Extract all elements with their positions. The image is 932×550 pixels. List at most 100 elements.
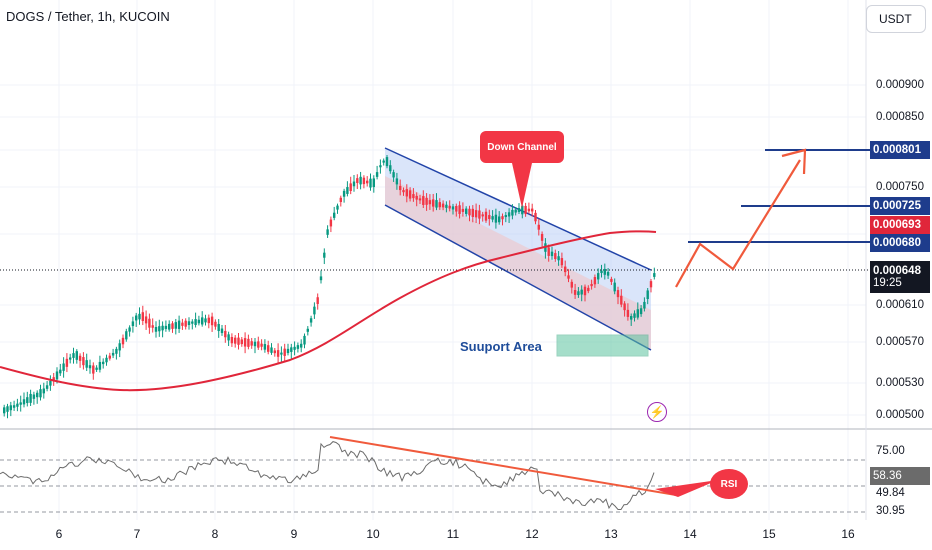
candle[interactable] (610, 278, 613, 282)
candle[interactable] (6, 406, 9, 412)
candle[interactable] (451, 206, 455, 210)
candle[interactable] (177, 320, 181, 329)
candle[interactable] (303, 335, 306, 345)
candle[interactable] (214, 321, 217, 327)
candle[interactable] (623, 303, 626, 311)
candle[interactable] (620, 295, 623, 305)
candle[interactable] (435, 200, 438, 208)
candle[interactable] (72, 353, 75, 358)
candle[interactable] (418, 198, 422, 201)
candle[interactable] (649, 281, 653, 288)
candle[interactable] (570, 281, 573, 288)
candle[interactable] (237, 337, 240, 345)
candle[interactable] (164, 325, 168, 329)
candle[interactable] (484, 211, 488, 221)
candle[interactable] (474, 210, 478, 218)
candle[interactable] (191, 321, 194, 324)
candle[interactable] (606, 271, 610, 276)
candle[interactable] (22, 399, 26, 405)
candle[interactable] (349, 183, 352, 191)
candle[interactable] (98, 361, 102, 370)
candle[interactable] (220, 328, 224, 334)
candle[interactable] (382, 160, 385, 163)
candle[interactable] (45, 385, 49, 389)
candle[interactable] (273, 350, 276, 354)
candle[interactable] (154, 327, 158, 332)
candle[interactable] (39, 389, 42, 398)
candle[interactable] (521, 205, 524, 215)
rsi-line[interactable] (0, 441, 655, 510)
candle[interactable] (537, 224, 540, 230)
candle[interactable] (293, 346, 296, 350)
candle[interactable] (375, 172, 379, 177)
candle[interactable] (395, 178, 399, 185)
candle[interactable] (105, 357, 108, 363)
candle[interactable] (171, 323, 174, 329)
candle[interactable] (428, 200, 432, 205)
candle[interactable] (82, 357, 85, 366)
candle[interactable] (600, 270, 603, 274)
candle[interactable] (339, 197, 342, 203)
candle[interactable] (250, 341, 253, 346)
candle[interactable] (587, 287, 590, 292)
candle[interactable] (603, 268, 606, 275)
candle[interactable] (366, 180, 369, 184)
candle[interactable] (300, 343, 303, 348)
candle[interactable] (128, 327, 131, 332)
candle[interactable] (36, 392, 39, 398)
candle[interactable] (593, 277, 597, 285)
candle[interactable] (118, 343, 121, 351)
candle[interactable] (313, 306, 316, 315)
candle[interactable] (478, 210, 481, 219)
candle[interactable] (306, 328, 309, 332)
candle[interactable] (207, 317, 210, 324)
candle[interactable] (230, 336, 234, 344)
candle[interactable] (415, 195, 418, 200)
candle[interactable] (488, 215, 491, 220)
candle[interactable] (448, 205, 451, 209)
candle[interactable] (402, 190, 405, 193)
candle[interactable] (42, 388, 45, 394)
candle[interactable] (590, 283, 593, 287)
candle[interactable] (181, 322, 184, 326)
candle[interactable] (438, 202, 441, 208)
candle[interactable] (613, 282, 616, 292)
candle[interactable] (217, 323, 220, 332)
candle[interactable] (560, 258, 564, 266)
candle[interactable] (583, 286, 587, 296)
candle[interactable] (141, 312, 144, 321)
candle[interactable] (283, 348, 286, 356)
candle[interactable] (352, 181, 356, 187)
candle[interactable] (161, 325, 164, 331)
candle[interactable] (554, 253, 557, 260)
channel-lower-line[interactable] (384, 204, 652, 351)
candle[interactable] (224, 330, 227, 338)
candle[interactable] (88, 365, 92, 369)
candle[interactable] (567, 275, 570, 279)
candle[interactable] (630, 316, 633, 320)
candle[interactable] (626, 309, 630, 317)
candle[interactable] (125, 331, 128, 340)
candle[interactable] (616, 290, 620, 298)
candle[interactable] (187, 321, 191, 326)
candle[interactable] (468, 208, 471, 216)
candle[interactable] (494, 214, 498, 223)
candle[interactable] (260, 343, 263, 347)
projection-arrow-line[interactable] (675, 159, 801, 288)
candle[interactable] (639, 308, 643, 315)
candle[interactable] (9, 405, 12, 411)
candle[interactable] (392, 172, 395, 178)
candle[interactable] (653, 273, 656, 277)
candle[interactable] (240, 339, 243, 345)
candle[interactable] (372, 178, 375, 188)
candle[interactable] (504, 215, 507, 218)
candle[interactable] (511, 209, 514, 216)
candle[interactable] (498, 216, 501, 223)
candle[interactable] (356, 178, 359, 184)
down-channel-callout[interactable]: Down Channel (480, 131, 564, 163)
candle[interactable] (465, 208, 468, 214)
candle[interactable] (646, 290, 649, 300)
candle[interactable] (204, 318, 207, 323)
candle[interactable] (514, 209, 517, 213)
candle[interactable] (557, 256, 560, 261)
